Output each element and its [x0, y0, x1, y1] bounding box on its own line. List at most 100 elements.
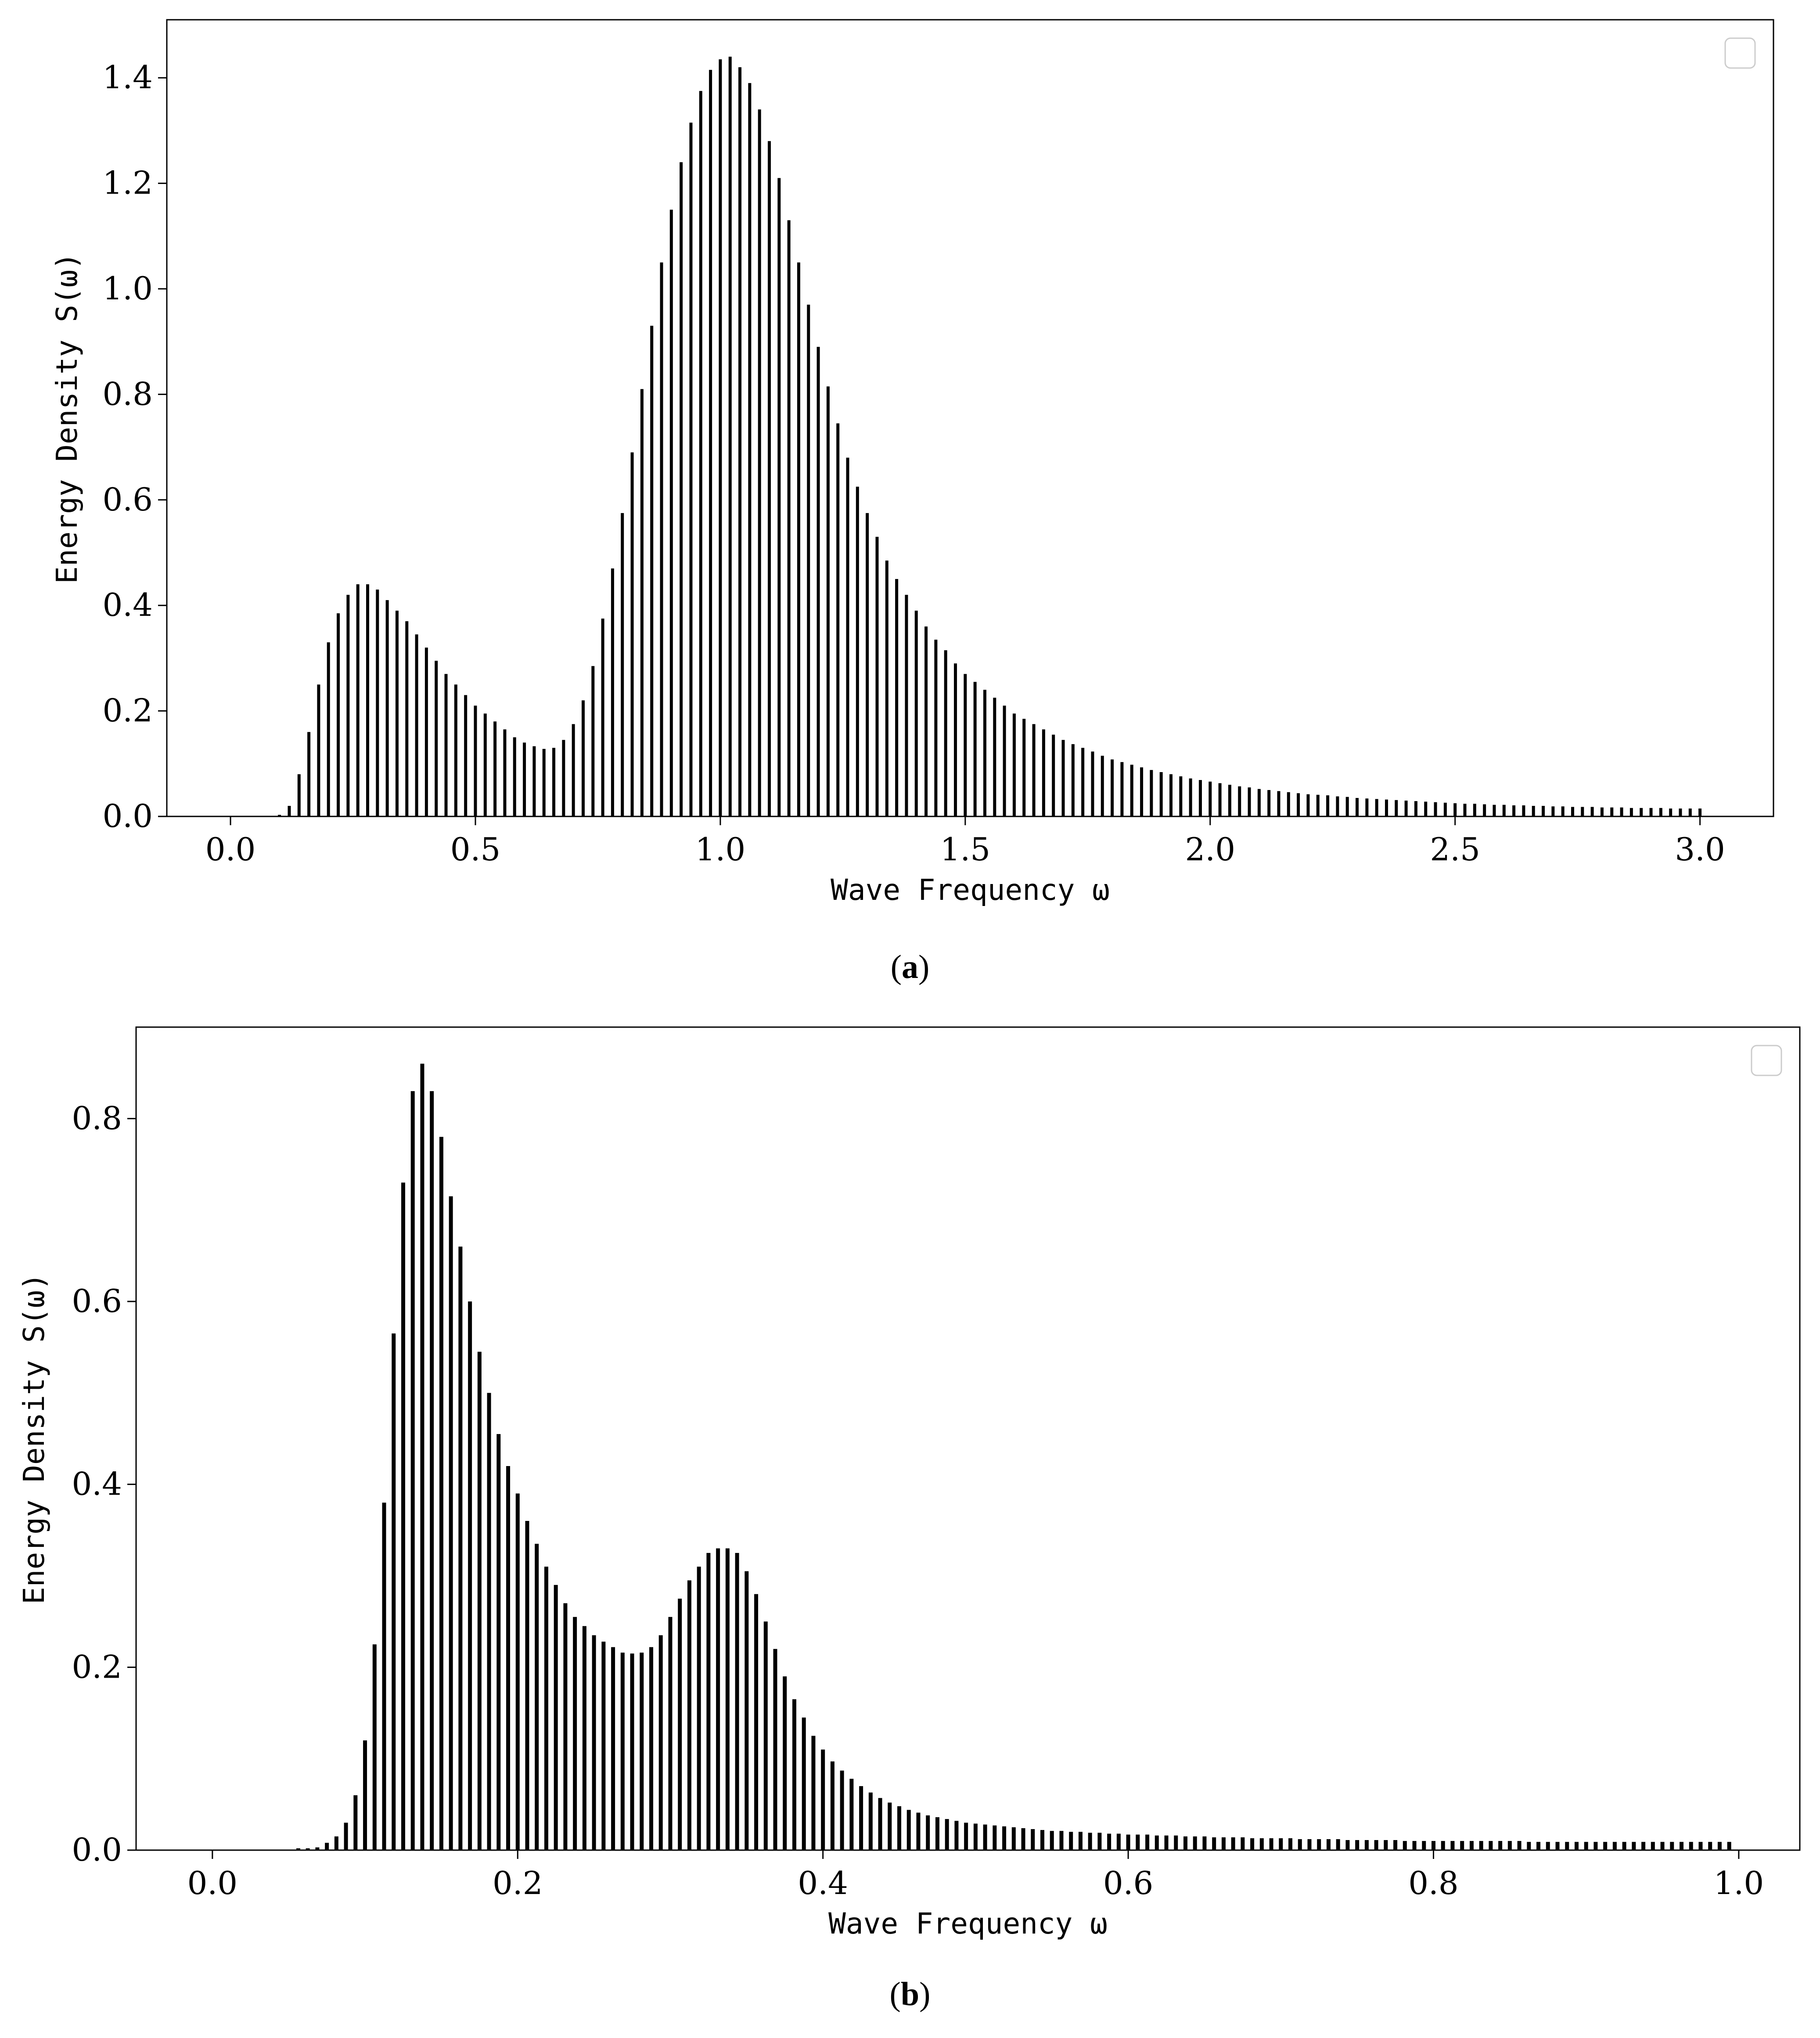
chart-b-bar: [449, 1196, 453, 1850]
chart-b-bar: [1393, 1840, 1398, 1850]
chart-a-bar: [964, 674, 967, 816]
chart-b-bar: [1632, 1842, 1636, 1850]
chart-b-x-tick-label: 0.2: [493, 1865, 543, 1901]
chart-b-bar: [1698, 1842, 1703, 1850]
chart-a-bar: [1179, 776, 1183, 816]
chart-a-bar: [1649, 808, 1653, 816]
chart-a-bar: [1581, 807, 1584, 816]
chart-b-x-tick-label: 1.0: [1714, 1865, 1764, 1901]
chart-b-bar: [935, 1817, 939, 1850]
chart-b-bar: [983, 1824, 987, 1850]
chart-b: 0.0 0.2 0.4 0.6 0.8 1.0 0.0 0.2 0.4 0.6 0.8 Wave Fr…: [17, 1026, 1801, 1941]
chart-a-bar: [611, 568, 614, 816]
chart-a-bar: [1679, 808, 1682, 816]
chart-b-bar: [573, 1617, 577, 1850]
caption-b: (b): [889, 1976, 931, 2013]
chart-b-bar: [544, 1567, 548, 1850]
chart-b-bar: [783, 1676, 787, 1850]
chart-b-bar: [849, 1779, 854, 1850]
chart-b-bar: [525, 1521, 529, 1850]
chart-b-bar: [592, 1635, 596, 1850]
chart-a-bar: [366, 584, 369, 816]
chart-b-bar: [735, 1553, 739, 1850]
chart-a-bar: [562, 740, 565, 816]
chart-b-bar: [1680, 1842, 1684, 1850]
chart-a-bar: [738, 67, 742, 816]
chart-b-bar: [763, 1621, 768, 1850]
chart-a-bar: [395, 611, 399, 816]
chart-a-bar: [993, 697, 996, 816]
chart-a-bar: [1336, 796, 1339, 816]
chart-a-x-axis-label: Wave Frequency ω: [831, 873, 1110, 907]
chart-a-bar: [513, 737, 516, 816]
chart-b-bar: [678, 1599, 682, 1850]
chart-a-bar: [777, 178, 781, 816]
chart-b-bar: [315, 1847, 320, 1850]
chart-b-bar: [1107, 1833, 1111, 1850]
chart-a-bar: [1493, 805, 1496, 816]
chart-a-bar: [1012, 713, 1016, 816]
chart-a-bar: [1032, 724, 1036, 816]
chart-b-bar: [1374, 1840, 1378, 1850]
chart-a-plot-frame: [166, 19, 1774, 817]
chart-a-bar: [483, 713, 487, 816]
chart-b-bar: [668, 1617, 673, 1850]
chart-b-bar: [888, 1802, 892, 1850]
chart-a: 0.0 0.5 1.0 1.5 2.0 2.5 3.0 0.0 0.2 0.4 0.6 0.8 1.0 1…: [50, 19, 1774, 907]
chart-b-bar: [649, 1647, 654, 1850]
chart-b-bar: [363, 1740, 367, 1850]
chart-b-bar: [496, 1434, 501, 1850]
chart-b-x-tick-label: 0.8: [1408, 1865, 1459, 1901]
chart-b-x-tick-label: 0.6: [1103, 1865, 1154, 1901]
chart-b-x-tick-label: 0.0: [187, 1865, 238, 1901]
chart-b-y-tick-label: 0.4: [72, 1466, 122, 1502]
chart-b-bar: [1546, 1842, 1550, 1850]
chart-b-bar: [1298, 1839, 1302, 1850]
chart-b-bar: [1403, 1841, 1407, 1850]
chart-b-bar: [1126, 1834, 1130, 1850]
chart-a-bar: [307, 732, 311, 816]
chart-a-bar: [346, 595, 350, 816]
chart-a-bar: [728, 57, 732, 817]
chart-a-bar: [1688, 808, 1692, 816]
chart-b-bar: [1250, 1838, 1255, 1850]
chart-a-bar: [1610, 807, 1614, 816]
chart-b-bar: [658, 1635, 663, 1850]
chart-a-bar: [1277, 791, 1280, 816]
chart-a-bar: [650, 326, 654, 816]
chart-b-bar: [811, 1736, 816, 1850]
chart-b-bar: [1355, 1840, 1360, 1850]
chart-b-bar: [439, 1137, 443, 1850]
chart-b-bar: [945, 1819, 949, 1850]
chart-a-bar: [1522, 805, 1525, 816]
chart-a-bar: [474, 705, 477, 816]
chart-b-bar: [1155, 1835, 1159, 1850]
chart-b-bar: [401, 1183, 405, 1850]
chart-b-bar: [468, 1301, 472, 1850]
chart-a-bar: [464, 695, 468, 816]
chart-a-bar: [826, 386, 830, 816]
chart-a-bar: [1434, 802, 1437, 816]
chart-a-bar: [1218, 783, 1222, 816]
chart-b-bar: [821, 1749, 825, 1850]
chart-b-bar: [697, 1567, 701, 1850]
chart-a-bar: [768, 141, 771, 817]
chart-a-bar: [934, 640, 938, 816]
chart-a-bar: [1561, 806, 1565, 816]
chart-a-bar: [1483, 804, 1486, 816]
chart-b-bar: [1116, 1833, 1121, 1850]
chart-b-bar: [1432, 1841, 1436, 1850]
chart-a-bar: [1101, 755, 1104, 816]
chart-b-bar: [1727, 1842, 1731, 1850]
chart-a-bar: [640, 389, 644, 816]
chart-a-bar: [1659, 808, 1662, 816]
chart-a-bar: [1130, 765, 1133, 816]
chart-a-bar: [758, 109, 761, 816]
chart-b-bar: [964, 1822, 968, 1850]
chart-a-bar: [1620, 807, 1623, 816]
chart-a-y-tick-label: 0.8: [102, 375, 153, 412]
chart-a-bar: [748, 83, 752, 816]
chart-b-bar: [1364, 1840, 1369, 1850]
chart-b-bar: [1660, 1842, 1665, 1850]
chart-b-bar: [1717, 1842, 1722, 1850]
